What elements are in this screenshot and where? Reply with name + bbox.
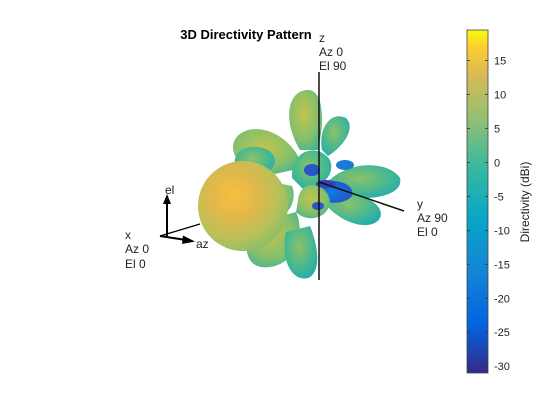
colorbar-tick-label: -10 xyxy=(494,225,510,237)
z-axis-el: El 90 xyxy=(319,59,347,73)
y-axis-az: Az 90 xyxy=(417,211,448,225)
colorbar-tick-label: -30 xyxy=(494,361,510,373)
azimuth-arrow-label: az xyxy=(196,237,209,251)
colorbar-gradient xyxy=(466,29,489,374)
colorbar-tick-label: -20 xyxy=(494,293,510,305)
y-axis-line xyxy=(318,181,405,212)
x-axis-el: El 0 xyxy=(125,257,146,271)
colorbar-tick-label: 10 xyxy=(494,90,506,102)
null-region xyxy=(304,164,320,176)
z-axis-az: Az 0 xyxy=(319,45,343,59)
pattern-surface xyxy=(198,89,401,279)
colorbar-ticks: 15 10 5 0 -5 -10 -15 -20 -25 -30 xyxy=(467,56,510,373)
x-axis-az: Az 0 xyxy=(125,242,149,256)
center-right-lobe xyxy=(296,184,330,219)
upper-lobe xyxy=(289,89,322,150)
colorbar: 15 10 5 0 -5 -10 -15 -20 -25 -30 xyxy=(466,29,510,374)
null-region xyxy=(312,202,324,210)
colorbar-label: Directivity (dBi) xyxy=(518,162,532,243)
colorbar-tick-label: 15 xyxy=(494,56,506,68)
colorbar-tick-label: -25 xyxy=(494,327,510,339)
colorbar-tick-label: 0 xyxy=(494,157,500,169)
elevation-arrow-label: el xyxy=(165,183,174,197)
y-axis-el: El 0 xyxy=(417,225,438,239)
local-axes-indicator xyxy=(159,194,201,244)
null-region xyxy=(336,160,354,170)
main-lobe xyxy=(198,161,288,251)
colorbar-tick-label: 5 xyxy=(494,123,500,135)
colorbar-tick-label: -15 xyxy=(494,259,510,271)
colorbar-tick-label: -5 xyxy=(494,191,504,203)
z-axis-name: z xyxy=(319,31,325,45)
x-axis-name: x xyxy=(125,228,131,242)
lower-side-lobe xyxy=(284,226,318,279)
upper-small-lobe xyxy=(321,116,350,156)
chart-title: 3D Directivity Pattern xyxy=(180,27,312,42)
y-axis-name: y xyxy=(417,197,423,211)
